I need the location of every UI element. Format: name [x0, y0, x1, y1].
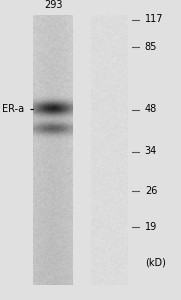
Text: 26: 26: [145, 185, 157, 196]
Text: (kD): (kD): [145, 257, 166, 268]
Text: 85: 85: [145, 41, 157, 52]
Text: 19: 19: [145, 221, 157, 232]
Text: 117: 117: [145, 14, 163, 25]
Text: 48: 48: [145, 104, 157, 115]
Text: 293: 293: [44, 1, 63, 10]
Text: 34: 34: [145, 146, 157, 157]
Text: ER-a: ER-a: [2, 104, 24, 115]
